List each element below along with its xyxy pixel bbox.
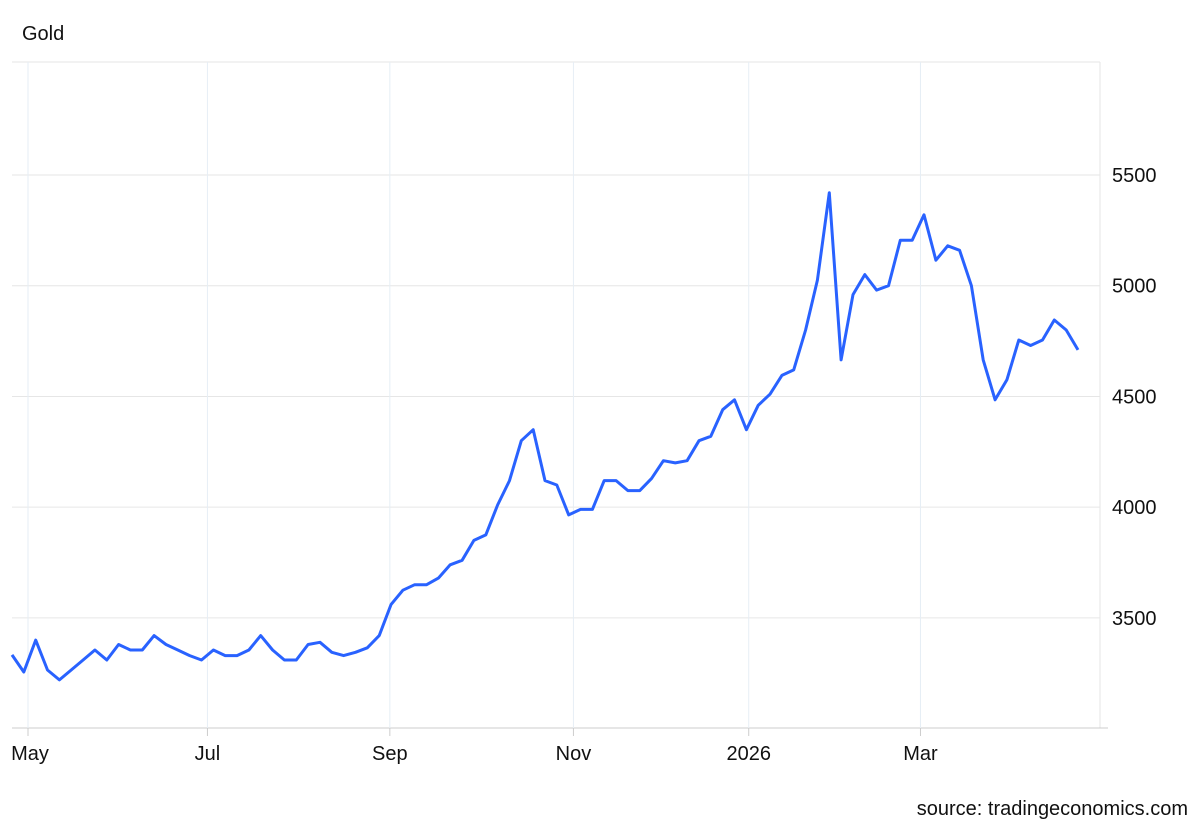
x-tick-label: Sep [372, 743, 408, 765]
y-tick-label: 5000 [1112, 276, 1157, 298]
y-tick-label: 4000 [1112, 497, 1157, 519]
x-tick-label: May [11, 743, 49, 765]
y-tick-label: 4500 [1112, 386, 1157, 408]
x-tick-label: Mar [903, 743, 938, 765]
y-tick-label: 3500 [1112, 608, 1157, 630]
chart-title: Gold [22, 23, 64, 45]
x-tick-label: Jul [195, 743, 221, 765]
y-tick-label: 5500 [1112, 165, 1157, 187]
x-tick-label: 2026 [726, 743, 771, 765]
source-note: source: tradingeconomics.com [917, 798, 1188, 820]
price-line [10, 191, 1080, 682]
x-tick-label: Nov [556, 743, 592, 765]
